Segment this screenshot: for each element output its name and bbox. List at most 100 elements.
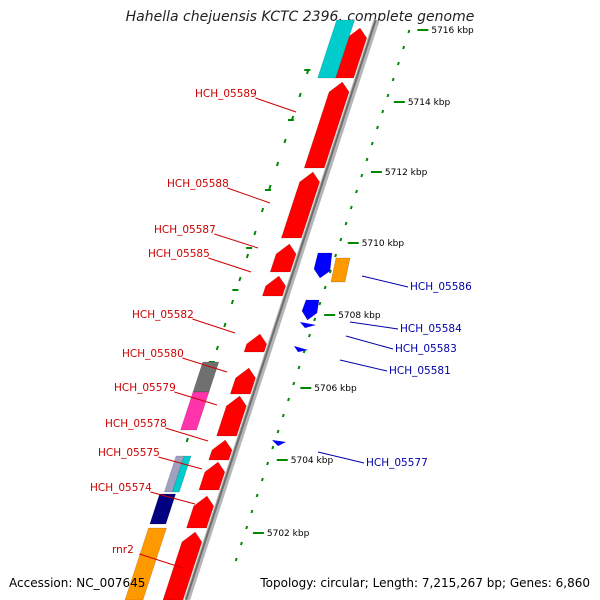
tick-mark xyxy=(365,157,369,162)
label-leader xyxy=(150,491,196,505)
tick-mark xyxy=(323,285,327,290)
label-leader xyxy=(208,257,252,273)
gene-label-left: rnr2 xyxy=(112,544,134,556)
forward-gene-arrow xyxy=(162,531,203,600)
forward-gene-arrow xyxy=(269,243,297,273)
tick-mark xyxy=(355,189,358,194)
gene-label-left: HCH_05588 xyxy=(167,178,229,190)
label-leader xyxy=(214,233,259,249)
label-leader xyxy=(139,553,184,569)
tick-mark xyxy=(381,109,385,114)
navy-feature xyxy=(149,493,176,525)
tick-mark xyxy=(234,557,238,562)
forward-gene-arrow xyxy=(229,367,256,395)
tick-mark xyxy=(376,125,379,130)
tick-mark xyxy=(349,205,353,210)
reverse-gene-small xyxy=(300,322,316,328)
tick-mark xyxy=(292,381,296,386)
orange-reverse-feature xyxy=(330,257,351,283)
scale-label: 5716 kbp xyxy=(431,26,474,36)
genome-title: Hahella chejuensis KCTC 2396, complete g… xyxy=(125,9,475,25)
gray-feature xyxy=(192,361,220,393)
tick-mark xyxy=(271,445,275,450)
accession-text: Accession: NC_007645 xyxy=(9,576,146,590)
forward-gene-arrow xyxy=(198,461,226,491)
tick-mark xyxy=(250,509,254,514)
tick-mark xyxy=(230,299,235,305)
gene-label-left: HCH_05585 xyxy=(148,248,210,260)
tick-mark xyxy=(266,461,270,466)
forward-gene-arrow xyxy=(303,81,350,169)
tick-mark xyxy=(245,253,250,259)
gene-label-right: HCH_05577 xyxy=(366,457,428,469)
tick-mark xyxy=(391,77,395,82)
tick-mark xyxy=(370,141,374,146)
scale-label: 5708 kbp xyxy=(338,311,381,321)
tick-mark xyxy=(268,184,272,190)
reverse-gene-arrow xyxy=(313,252,333,279)
right-tick-track xyxy=(234,29,411,562)
gene-label-left: HCH_05589 xyxy=(195,88,257,100)
tick-mark xyxy=(407,29,411,34)
tick-mark xyxy=(339,237,343,242)
gene-label-left: HCH_05574 xyxy=(90,482,152,494)
topology-text: Topology: circular; Length: 7,215,267 bp… xyxy=(260,576,590,590)
reverse-gene-arrow xyxy=(301,299,320,321)
forward-gene-arrow xyxy=(186,495,214,529)
scale-label: 5702 kbp xyxy=(267,529,310,539)
cyan-feature xyxy=(317,19,355,79)
forward-gene-arrow xyxy=(208,439,233,461)
forward-gene-arrow xyxy=(262,275,286,297)
gene-label-left: HCH_05575 xyxy=(98,447,160,459)
scale-label: 5704 kbp xyxy=(291,456,334,466)
tick-mark xyxy=(185,437,189,443)
orange-feature xyxy=(124,527,167,600)
tick-mark xyxy=(215,345,219,351)
label-leader xyxy=(182,357,228,373)
reverse-gene-small xyxy=(272,440,286,446)
tick-mark xyxy=(344,221,348,226)
label-leader xyxy=(158,456,203,470)
tick-mark xyxy=(275,161,280,167)
tick-mark xyxy=(298,92,302,98)
tick-mark xyxy=(287,397,290,402)
tick-mark xyxy=(297,365,301,370)
tick-mark xyxy=(260,477,264,482)
tick-mark xyxy=(260,207,265,213)
forward-gene-arrow xyxy=(243,333,267,353)
gene-label-right: HCH_05586 xyxy=(410,281,472,293)
tick-mark xyxy=(402,45,406,50)
label-leader xyxy=(165,427,209,442)
scale-label: 5714 kbp xyxy=(408,98,451,108)
tick-mark xyxy=(386,93,390,98)
tick-mark xyxy=(283,138,287,144)
scale-label: 5712 kbp xyxy=(385,168,428,178)
gene-label-right: HCH_05583 xyxy=(395,343,457,355)
tick-mark xyxy=(276,429,280,434)
gene-label-right: HCH_05584 xyxy=(400,323,462,335)
scale-label: 5710 kbp xyxy=(362,239,405,249)
gene-label-right: HCH_05581 xyxy=(389,365,451,377)
label-leader xyxy=(192,318,236,334)
tick-mark xyxy=(360,173,364,178)
gene-label-left: HCH_05582 xyxy=(132,309,194,321)
gene-label-left: HCH_05579 xyxy=(114,382,176,394)
tick-mark xyxy=(334,253,338,258)
forward-gene-arrow xyxy=(281,171,320,239)
tick-mark xyxy=(308,333,311,338)
gene-label-left: HCH_05580 xyxy=(122,348,184,360)
tick-mark xyxy=(328,269,332,274)
magenta-feature xyxy=(180,391,210,431)
tick-mark xyxy=(318,301,322,306)
tick-mark xyxy=(238,276,242,282)
label-leader xyxy=(317,451,365,464)
label-leader xyxy=(345,335,394,350)
forward-gene-arrow xyxy=(216,395,247,437)
tick-mark xyxy=(253,230,257,236)
label-leader xyxy=(255,97,297,113)
tick-mark xyxy=(281,413,285,418)
label-leader xyxy=(349,321,399,330)
tick-mark xyxy=(240,541,243,546)
backbone-line xyxy=(185,19,377,600)
